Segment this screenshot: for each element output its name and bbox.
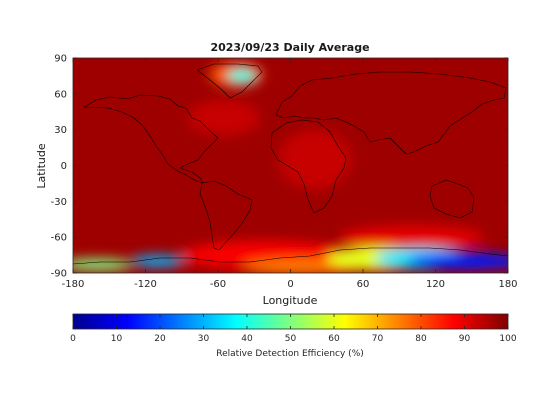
x-tick-label: 60 — [357, 279, 370, 290]
colorbar-tick-label: 60 — [328, 334, 340, 344]
heatmap-region — [187, 99, 261, 136]
coastline-south-america — [199, 180, 253, 251]
x-tick-label: -60 — [210, 279, 226, 290]
heatmap-region — [73, 258, 134, 271]
y-tick-label: 30 — [54, 125, 67, 136]
x-tick-label: 120 — [426, 279, 445, 290]
y-tick-label: -90 — [51, 269, 67, 280]
x-tick-label: -120 — [134, 279, 157, 290]
y-axis-label: Latitude — [35, 143, 48, 189]
x-axis-ticks: -180 -120 -60 0 60 120 180 — [62, 58, 518, 290]
coastline-eurasia — [275, 71, 507, 155]
colorbar-tick-label: 0 — [70, 334, 76, 344]
colorbar-tick-label: 50 — [285, 334, 297, 344]
colorbar-tick-label: 10 — [111, 334, 123, 344]
y-tick-label: 0 — [61, 161, 67, 172]
x-tick-label: 0 — [287, 279, 293, 290]
coastline-greenland — [196, 63, 263, 99]
heatmap-region — [338, 225, 484, 250]
colorbar-tick-label: 20 — [154, 334, 166, 344]
colorbar-tick-label: 40 — [241, 334, 253, 344]
coastline-north-america — [83, 94, 219, 184]
y-tick-label: 60 — [54, 89, 67, 100]
heatmap-region — [278, 129, 351, 190]
colorbar-ticks: 0 10 20 30 40 50 60 70 80 90 100 — [70, 314, 517, 344]
x-tick-label: 180 — [498, 279, 517, 290]
y-tick-label: -30 — [51, 197, 67, 208]
colorbar-label: Relative Detection Efficiency (%) — [216, 349, 364, 359]
heatmap-region — [407, 252, 508, 270]
colorbar-tick-label: 100 — [499, 334, 516, 344]
chart-title: 2023/09/23 Daily Average — [210, 41, 369, 54]
heatmap-region — [227, 68, 257, 84]
colorbar-tick-label: 70 — [372, 334, 384, 344]
y-tick-label: 90 — [54, 54, 67, 65]
heatmap-regions — [73, 62, 508, 273]
coastline-australia — [429, 179, 475, 219]
x-tick-label: -180 — [62, 279, 85, 290]
coastline-africa — [270, 119, 347, 214]
coastlines — [73, 63, 508, 265]
colorbar-tick-label: 30 — [198, 334, 210, 344]
x-axis-label: Longitude — [263, 294, 318, 307]
y-tick-label: -60 — [51, 233, 67, 244]
colorbar-tick-label: 90 — [459, 334, 471, 344]
coastline-antarctica — [73, 247, 508, 265]
y-axis-ticks: 90 60 30 0 -30 -60 -90 — [51, 54, 508, 280]
colorbar-tick-label: 80 — [415, 334, 427, 344]
